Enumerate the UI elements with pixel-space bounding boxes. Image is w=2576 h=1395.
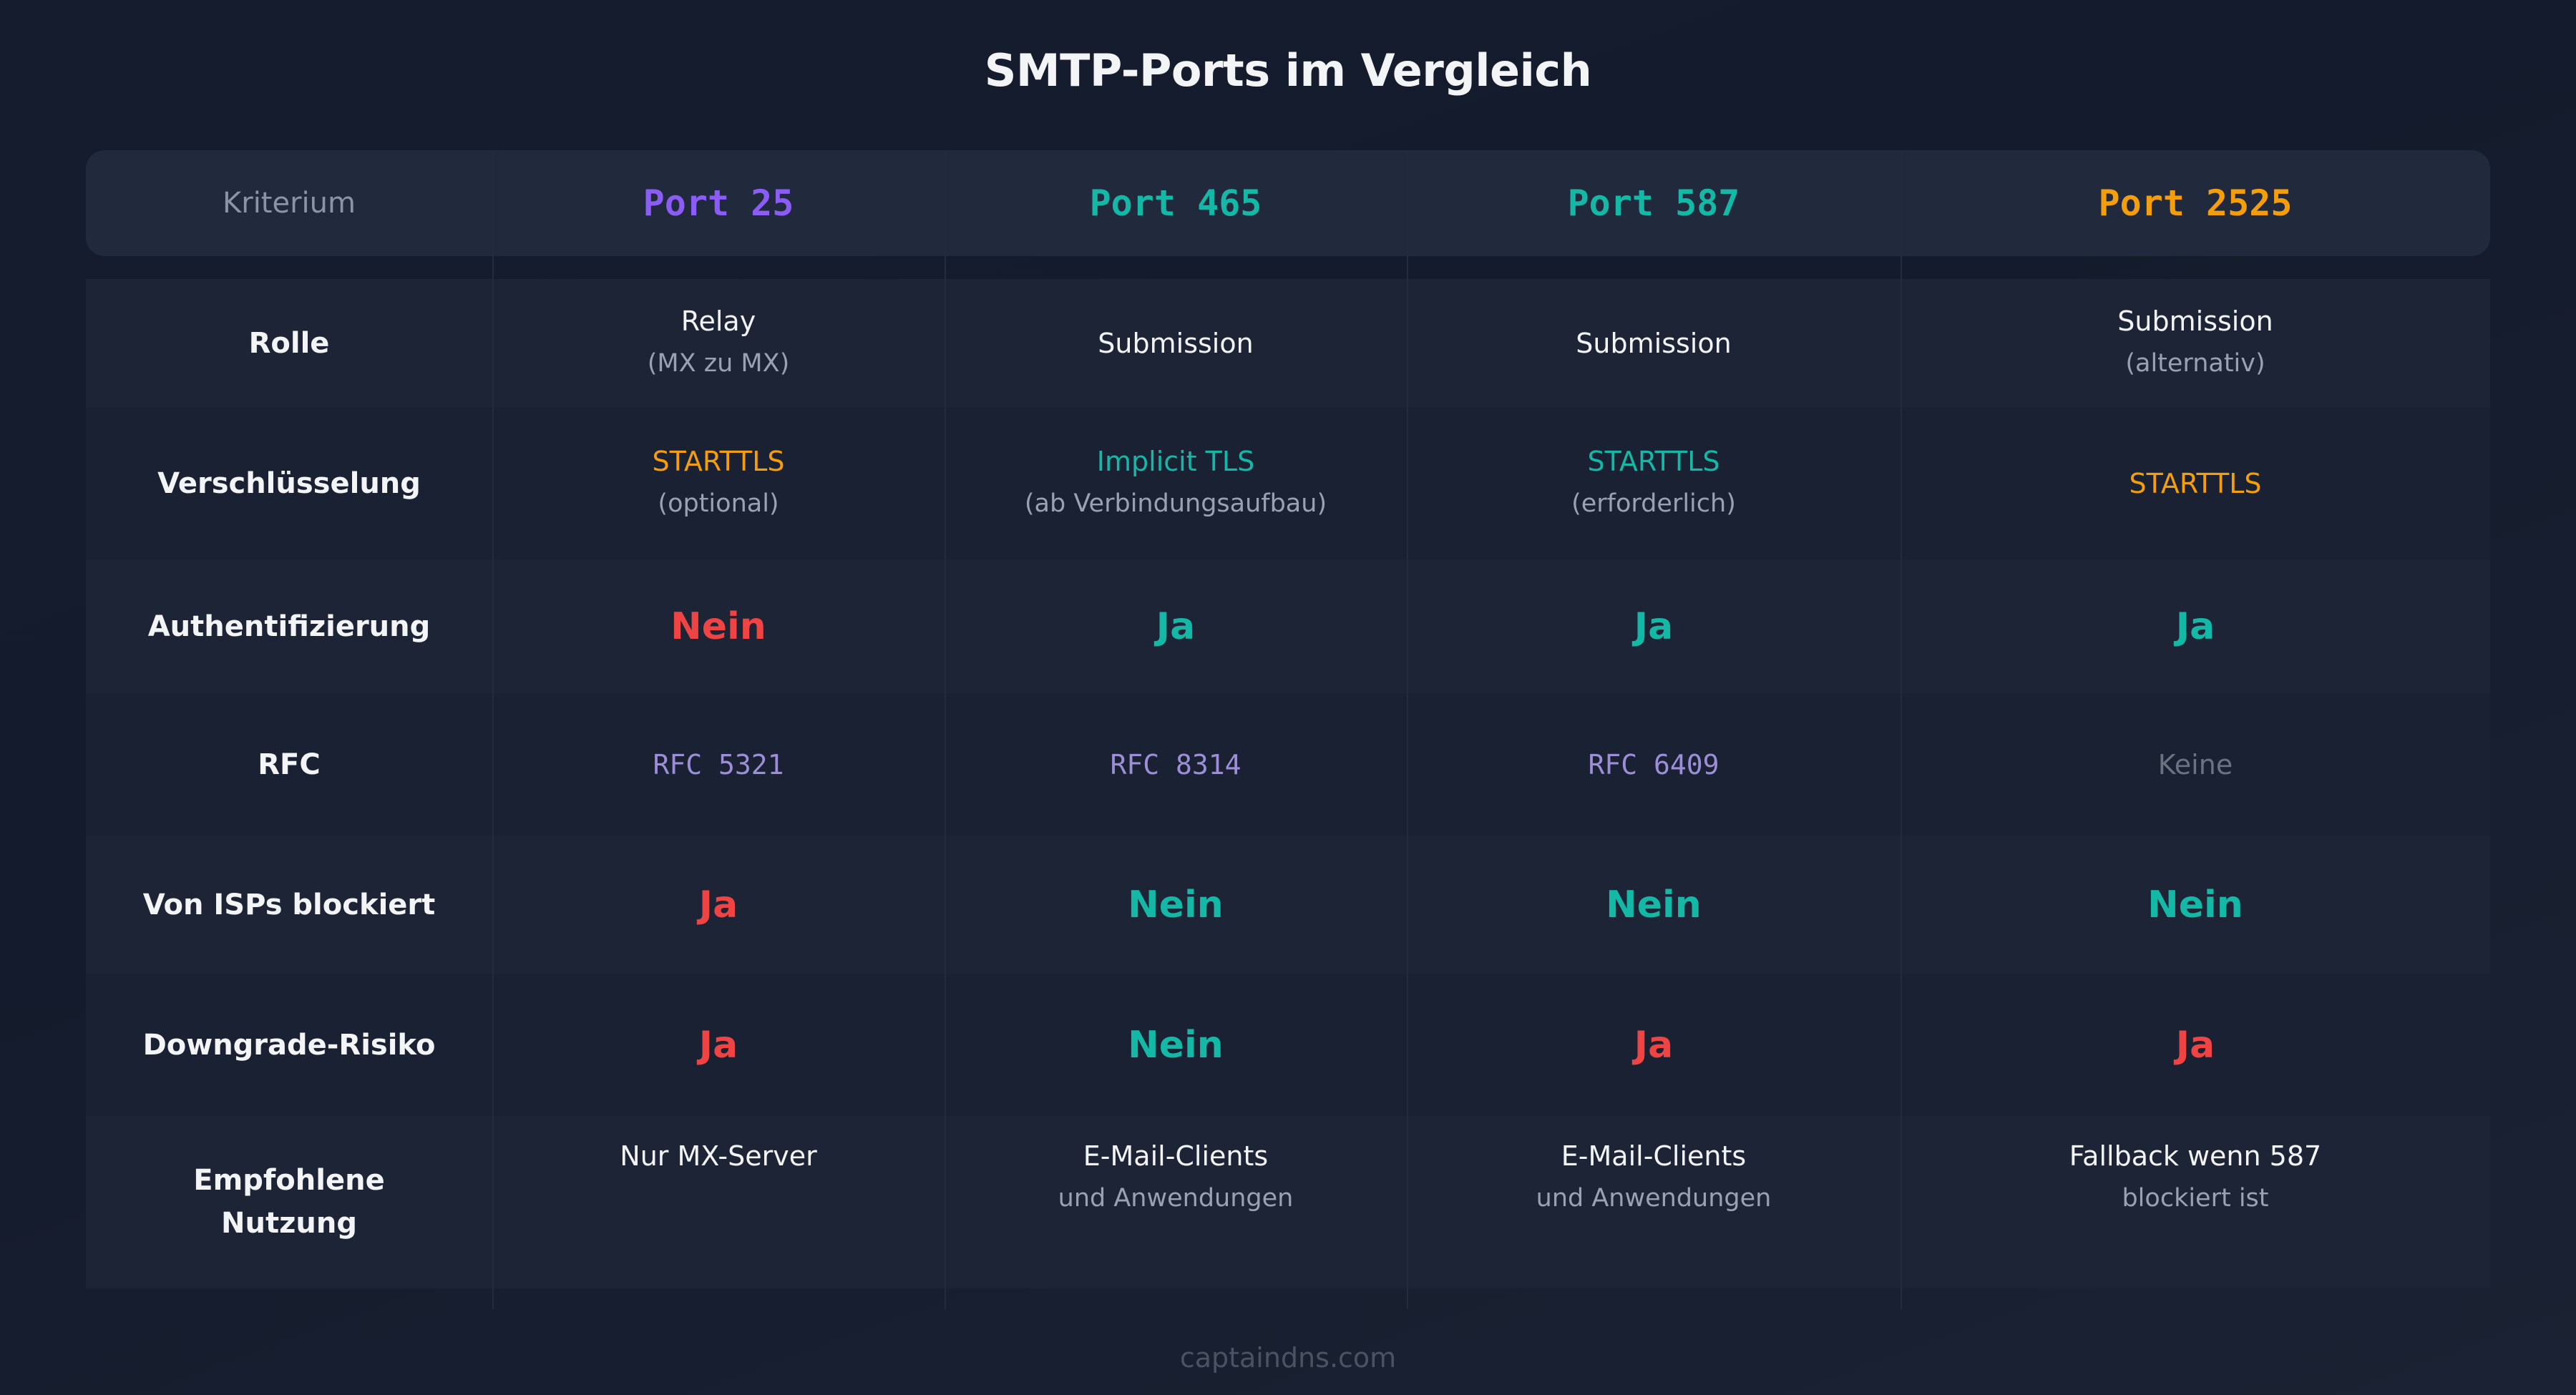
header-criterion: Kriterium [223, 187, 356, 220]
table-row [86, 1116, 2490, 1289]
row-label-downgrade: Downgrade-Risiko [142, 1029, 436, 1062]
comparison-table: Kriterium Port 25 Port 465 Port 587 Port… [86, 150, 2490, 1309]
cell-main: E-Mail-Clients [1083, 1140, 1269, 1172]
cell-usage-2525: Fallback wenn 587 blockiert ist [1901, 1116, 2490, 1288]
row-label-rolle: Rolle [248, 327, 330, 360]
table-row [86, 976, 2490, 1116]
cell-rolle-465: Submission [945, 279, 1407, 408]
cell-rolle-25: Relay (MX zu MX) [492, 279, 945, 408]
row-label-text: Empfohlene Nutzung [193, 1164, 385, 1240]
cell-rfc-25: RFC 5321 [653, 749, 784, 780]
column-divider [945, 150, 946, 1309]
cell-downgrade-587: Ja [1634, 1024, 1674, 1067]
cell-main: Submission [1098, 328, 1254, 359]
cell-main: Submission [2117, 305, 2273, 337]
cell-rfc-2525: Keine [2157, 749, 2233, 780]
header-port-25: Port 25 [643, 182, 794, 224]
cell-rolle-2525: Submission (alternativ) [1901, 279, 2490, 408]
cell-main: STARTTLS [2129, 468, 2262, 499]
cell-rfc-465: RFC 8314 [1110, 749, 1241, 780]
footer-source: captaindns.com [1179, 1342, 1397, 1374]
row-label-verschluesselung: Verschlüsselung [157, 467, 421, 500]
cell-main: Relay [680, 305, 756, 337]
cell-main: Implicit TLS [1096, 446, 1255, 477]
cell-main: STARTTLS [652, 446, 785, 477]
header-port-2525: Port 2525 [2098, 182, 2293, 224]
header-port-465: Port 465 [1089, 182, 1262, 224]
cell-encryption-25: STARTTLS (optional) [492, 409, 945, 558]
cell-main: Nur MX-Server [620, 1140, 817, 1172]
cell-downgrade-25: Ja [698, 1024, 738, 1067]
cell-usage-25: Nur MX-Server [492, 1116, 945, 1288]
cell-auth-25: Nein [670, 605, 766, 648]
cell-main: Fallback wenn 587 [2069, 1140, 2322, 1172]
cell-sub: (alternativ) [2125, 349, 2265, 378]
table-row [86, 409, 2490, 559]
row-label-isp-blocked: Von ISPs blockiert [142, 889, 436, 921]
cell-sub: (ab Verbindungsaufbau) [1024, 489, 1327, 518]
cell-auth-465: Ja [1156, 605, 1196, 648]
row-label-authentifizierung: Authentifizierung [147, 610, 431, 643]
cell-sub: (optional) [658, 489, 779, 518]
header-row [86, 150, 2490, 256]
cell-encryption-465: Implicit TLS (ab Verbindungsaufbau) [945, 409, 1407, 558]
row-label-usage: Empfohlene Nutzung [86, 1116, 492, 1288]
cell-auth-2525: Ja [2175, 605, 2215, 648]
cell-main: E-Mail-Clients [1561, 1140, 1747, 1172]
cell-sub: (MX zu MX) [647, 349, 790, 378]
cell-sub: blockiert ist [2122, 1184, 2269, 1213]
cell-isp-25: Ja [698, 884, 738, 926]
table-row [86, 695, 2490, 836]
cell-isp-587: Nein [1606, 884, 1702, 926]
cell-sub: und Anwendungen [1536, 1184, 1772, 1213]
table-row [86, 836, 2490, 976]
cell-downgrade-465: Nein [1128, 1024, 1224, 1067]
column-divider [492, 150, 494, 1309]
header-port-587: Port 587 [1567, 182, 1740, 224]
cell-sub: (erforderlich) [1571, 489, 1736, 518]
table-row [86, 279, 2490, 409]
cell-usage-587: E-Mail-Clients und Anwendungen [1407, 1116, 1901, 1288]
table-row [86, 559, 2490, 695]
page-title: SMTP-Ports im Vergleich [984, 44, 1592, 97]
row-label-rfc: RFC [258, 748, 321, 781]
cell-encryption-2525: STARTTLS [1901, 409, 2490, 558]
cell-rolle-587: Submission [1407, 279, 1901, 408]
cell-usage-465: E-Mail-Clients und Anwendungen [945, 1116, 1407, 1288]
column-divider [1407, 150, 1408, 1309]
cell-rfc-587: RFC 6409 [1588, 749, 1719, 780]
cell-main: STARTTLS [1587, 446, 1720, 477]
cell-isp-2525: Nein [2147, 884, 2243, 926]
cell-isp-465: Nein [1128, 884, 1224, 926]
cell-encryption-587: STARTTLS (erforderlich) [1407, 409, 1901, 558]
cell-downgrade-2525: Ja [2175, 1024, 2215, 1067]
column-divider [1901, 150, 1902, 1309]
cell-main: Submission [1576, 328, 1732, 359]
cell-auth-587: Ja [1634, 605, 1674, 648]
cell-sub: und Anwendungen [1058, 1184, 1294, 1213]
